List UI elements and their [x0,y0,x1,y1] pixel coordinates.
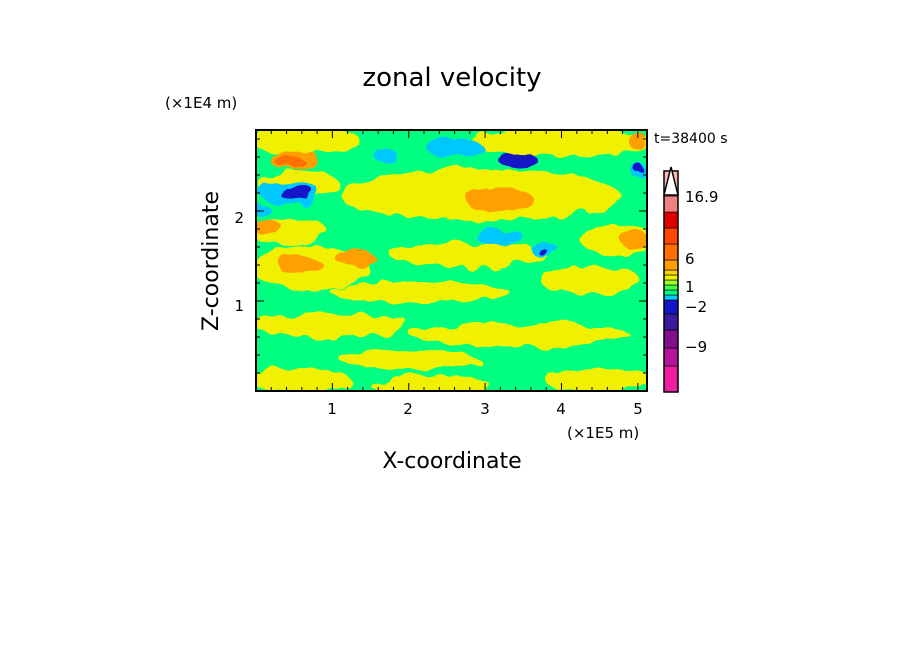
contour-region [635,166,645,174]
colorbar-swatch [663,347,679,367]
contour-region [540,266,640,294]
x-tick-label: 1 [327,400,337,418]
contour-region [538,249,548,255]
contour-region [373,149,397,161]
contour-region [410,323,630,347]
contour-region [278,255,322,275]
colorbar-swatch [663,289,679,296]
colorbar-swatch [663,329,679,349]
contour-region [627,132,647,148]
colorbar-swatch [663,284,679,291]
contour-region [466,188,534,212]
contour-region [330,282,510,302]
colorbar-swatch [663,259,679,271]
contour-region [545,368,647,391]
colorbar-tick-label: −9 [685,338,707,356]
time-label: t=38400 s [654,131,728,147]
contour-region [390,243,550,267]
colorbar-tick-label: 1 [685,278,695,296]
colorbar-swatch [663,269,679,276]
contour-region [256,313,410,337]
contour-region [470,130,647,156]
x-unit-label: (×1E5 m) [567,424,639,442]
colorbar-swatch [663,195,679,213]
colorbar-swatch [663,313,679,331]
colorbar-swatch [663,243,679,261]
x-axis-label: X-coordinate [382,449,521,474]
colorbar-swatch [663,227,679,245]
y-axis-label: Z-coordinate [199,191,224,331]
colorbar-swatch [663,274,679,281]
contour-region [256,368,350,391]
contour-region [335,250,375,266]
contour-region [256,130,360,154]
x-tick-label: 4 [556,400,566,418]
colorbar-tick-label: 16.9 [685,188,718,206]
plot-frame [255,129,648,392]
x-tick-label: 3 [480,400,490,418]
contour-region [498,153,538,167]
axis-ticks [256,130,647,391]
x-tick-label: 5 [633,400,643,418]
x-tick-label: 2 [403,400,413,418]
contour-region [275,156,305,168]
contour-region [278,185,314,199]
colorbar-extend-arrow [663,166,679,196]
y-tick-label: 1 [234,297,244,315]
contour-region [370,375,490,391]
y-tick-label: 2 [234,209,244,227]
colorbar-tick-label: 6 [685,250,695,268]
colorbar-swatch [663,294,679,301]
contour-fill-regions [256,130,647,391]
chart-title: zonal velocity [362,63,541,93]
colorbar [663,170,679,393]
colorbar-swatch [663,279,679,286]
contour-region [621,231,647,249]
colorbar-swatch [663,211,679,229]
colorbar-swatch [663,365,679,393]
colorbar-tick-label: −2 [685,298,707,316]
contour-region [340,350,480,370]
contour-region [476,229,524,245]
colorbar-swatch [663,299,679,315]
y-unit-label: (×1E4 m) [165,94,237,112]
contour-region [427,138,483,158]
contour-region [256,204,270,216]
contour-field [256,130,647,391]
contour-region [256,220,282,236]
